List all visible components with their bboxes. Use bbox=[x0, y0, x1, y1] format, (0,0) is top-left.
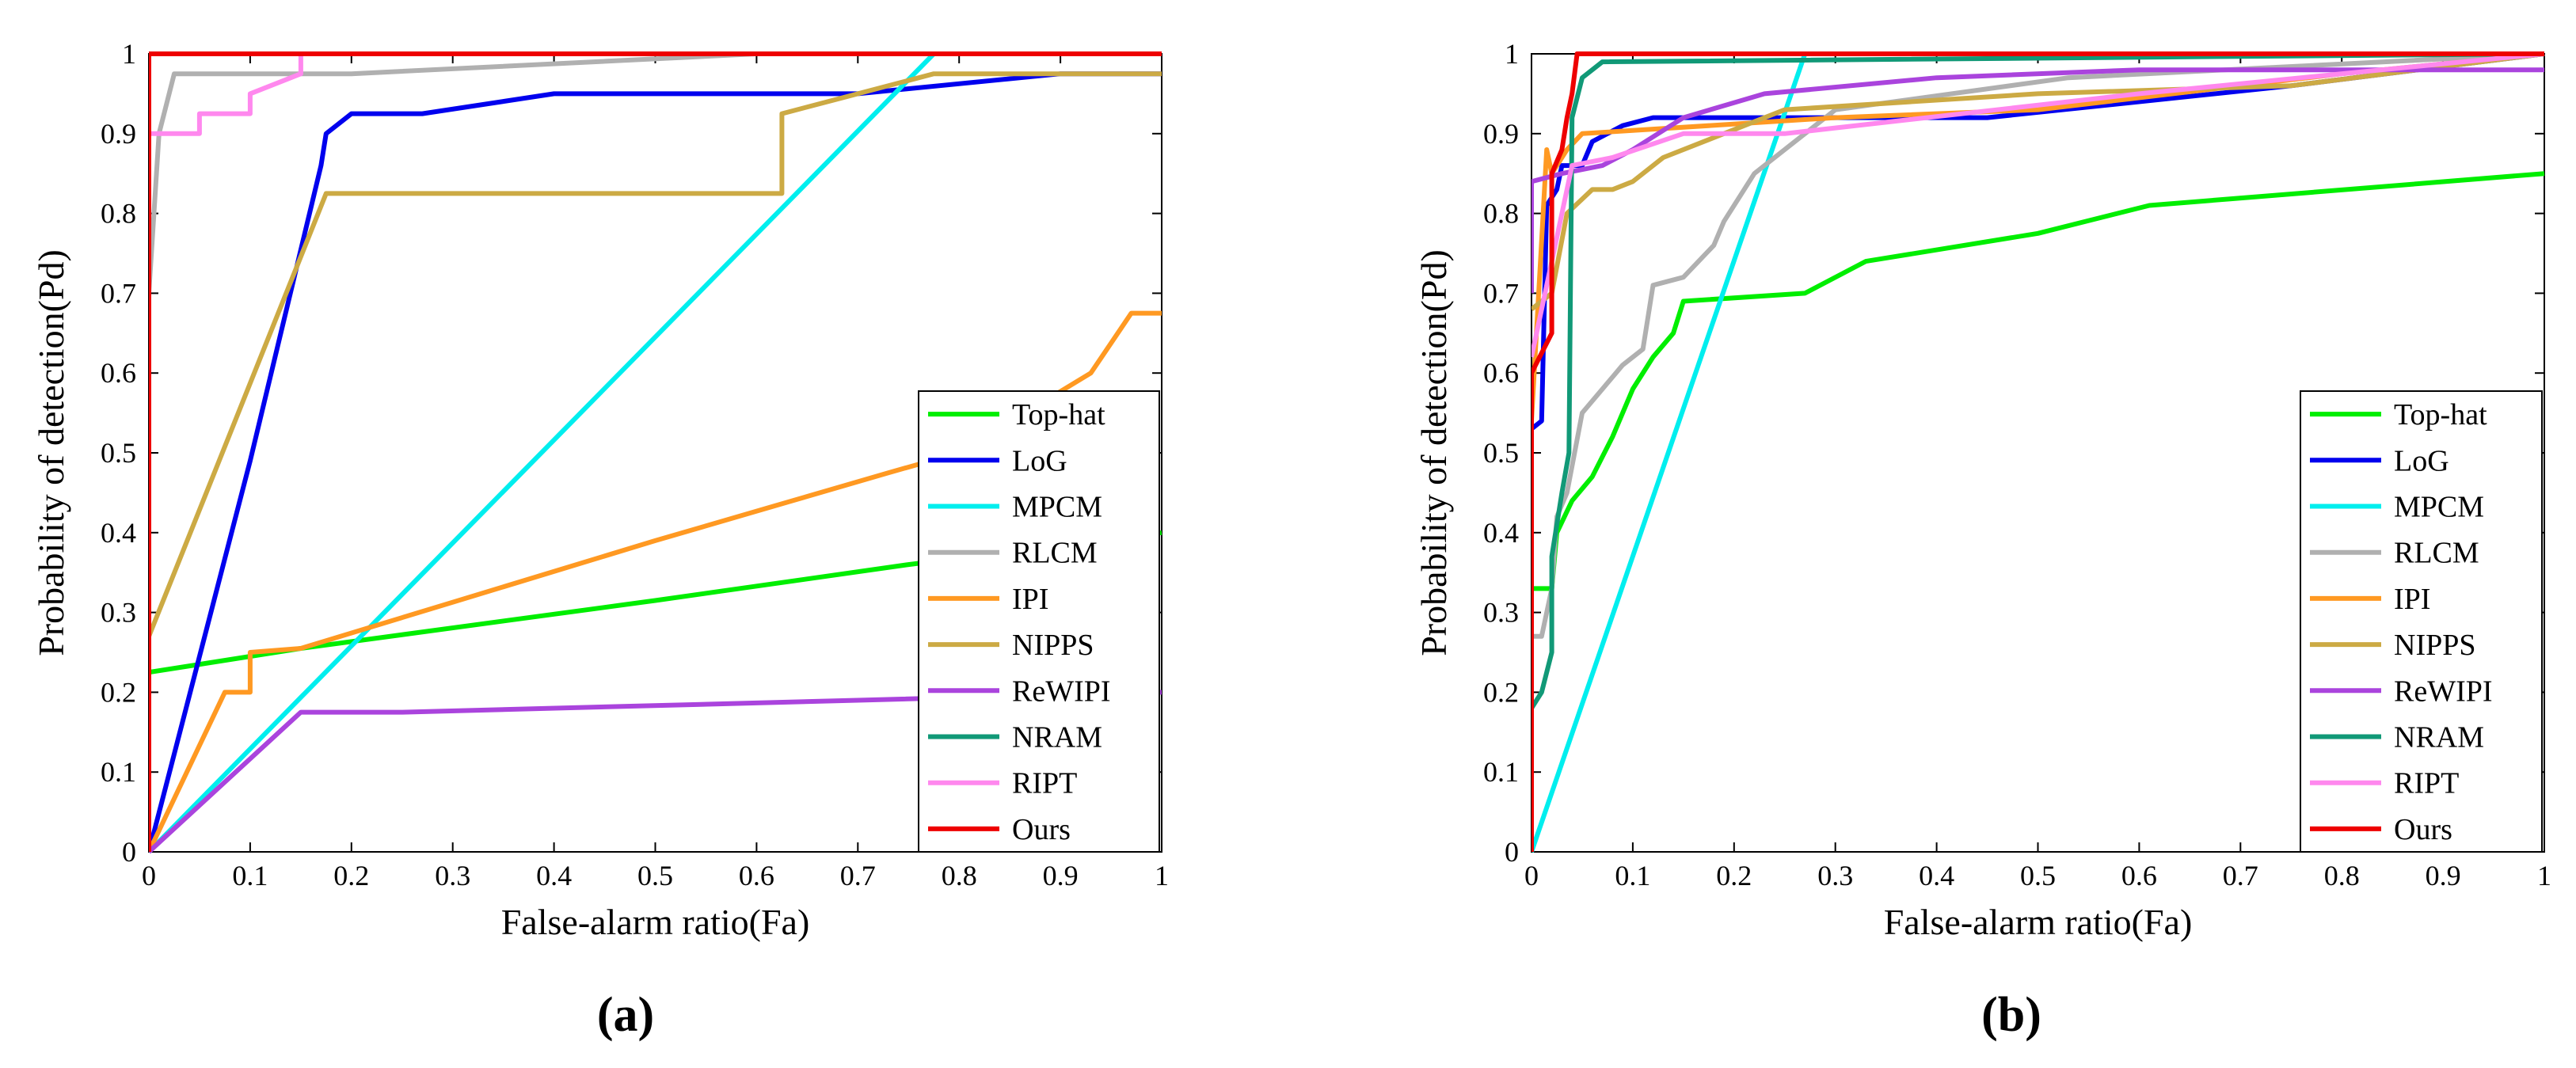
x-tick-label: 0.6 bbox=[739, 860, 774, 891]
legend-box bbox=[2300, 390, 2543, 853]
x-tick-label: 0.7 bbox=[2223, 860, 2258, 891]
x-tick-label: 1 bbox=[2537, 860, 2551, 891]
y-tick-label: 0.1 bbox=[1483, 756, 1519, 788]
x-tick-label: 0.4 bbox=[1919, 860, 1954, 891]
x-tick-label: 0.4 bbox=[536, 860, 572, 891]
x-axis-label: False-alarm ratio(Fa) bbox=[501, 902, 810, 942]
series-line-ours bbox=[149, 51, 1162, 852]
chart-panel-2: 0 0.1 0.2 0.3 0.4 0.5 0.6 0.7 0.8 0.9 1 0 0.1 0.2 0.3 0… bbox=[1414, 38, 2551, 1042]
series-line-rewipi bbox=[1532, 67, 2544, 294]
legend: Top-hat LoG MPCM RLCM IPI NIPPS ReWIPI NRAM RIPT… bbox=[918, 390, 1160, 853]
y-tick-label: 0.7 bbox=[1483, 277, 1519, 309]
x-axis-label: False-alarm ratio(Fa) bbox=[1884, 902, 2193, 942]
x-tick-label: 0.5 bbox=[2020, 860, 2056, 891]
y-tick-label: 1 bbox=[1505, 38, 1519, 70]
x-tick-label: 0.2 bbox=[1716, 860, 1752, 891]
panel-label: (a) bbox=[597, 988, 654, 1042]
y-tick-label: 0.5 bbox=[101, 437, 136, 469]
x-tick-label: 0.5 bbox=[637, 860, 673, 891]
series-line-nram bbox=[1532, 51, 2545, 710]
y-tick-label: 0.7 bbox=[101, 277, 136, 309]
legend-box bbox=[918, 390, 1160, 853]
y-tick-label: 0.9 bbox=[101, 118, 136, 150]
y-tick-label: 0.2 bbox=[101, 676, 136, 708]
x-tick-label: 1 bbox=[1155, 860, 1169, 891]
y-tick-label: 0.6 bbox=[101, 357, 136, 389]
x-tick-label: 0.7 bbox=[840, 860, 876, 891]
chart-panel-1: 0 0.1 0.2 0.3 0.4 0.5 0.6 0.7 0.8 0.9 1 0 0.1 0.2 0.3 0… bbox=[31, 38, 1169, 1042]
y-tick-label: 0 bbox=[122, 836, 136, 868]
x-tick-label: 0.3 bbox=[1817, 860, 1853, 891]
legend-entry-label: IPI bbox=[1012, 583, 1048, 616]
legend-entry-label: RIPT bbox=[1012, 767, 1077, 800]
panel-label: (b) bbox=[1981, 988, 2041, 1042]
y-tick-label: 0.6 bbox=[1483, 357, 1519, 389]
y-tick-label: 0.1 bbox=[101, 756, 136, 788]
series-line-ipi bbox=[149, 310, 1162, 853]
x-tick-label: 0.1 bbox=[1615, 860, 1650, 891]
legend-entry-label: RLCM bbox=[2394, 537, 2479, 570]
legend-entry-label: ReWIPI bbox=[1012, 675, 1111, 708]
y-tick-label: 0.4 bbox=[101, 517, 136, 549]
legend-entry-label: NRAM bbox=[2394, 721, 2484, 754]
legend-entry-label: NRAM bbox=[1012, 721, 1102, 754]
series-line-nipps bbox=[149, 71, 1162, 637]
legend-entry-label: Ours bbox=[2394, 813, 2452, 846]
series-line-top-hat bbox=[1532, 171, 2545, 591]
series-line-mpcm bbox=[1532, 53, 1808, 853]
x-tick-label: 0.3 bbox=[435, 860, 470, 891]
series-line-log bbox=[149, 71, 1162, 853]
legend-entry-label: LoG bbox=[2394, 444, 2449, 477]
series-lines bbox=[1532, 51, 2545, 853]
legend-entry-label: RLCM bbox=[1012, 537, 1098, 570]
legend-entry-label: LoG bbox=[1012, 444, 1067, 477]
legend: Top-hat LoG MPCM RLCM IPI NIPPS ReWIPI NRAM RIPT… bbox=[2300, 390, 2543, 853]
y-tick-label: 0.2 bbox=[1483, 676, 1519, 708]
legend-entry-label: RIPT bbox=[2394, 767, 2459, 800]
x-tick-label: 0.8 bbox=[942, 860, 977, 891]
series-line-log bbox=[1532, 51, 2545, 431]
legend-entry-label: MPCM bbox=[2394, 491, 2484, 524]
series-line-nipps bbox=[1532, 51, 2545, 311]
y-tick-label: 0 bbox=[1505, 836, 1519, 868]
series-line-ript bbox=[1532, 51, 2545, 358]
y-tick-label: 0.9 bbox=[1483, 118, 1519, 150]
x-tick-label: 0.1 bbox=[232, 860, 268, 891]
legend-entry-label: Top-hat bbox=[2394, 398, 2487, 431]
x-tick-label: 0.9 bbox=[1043, 860, 1079, 891]
y-tick-label: 0.3 bbox=[1483, 597, 1519, 629]
legend-entry-label: NIPPS bbox=[2394, 629, 2476, 662]
x-tick-label: 0.2 bbox=[333, 860, 369, 891]
x-tick-label: 0.6 bbox=[2121, 860, 2157, 891]
y-tick-label: 0.8 bbox=[1483, 198, 1519, 230]
y-axis-label: Probability of detection(Pd) bbox=[1414, 249, 1454, 656]
x-tick-label: 0.9 bbox=[2426, 860, 2461, 891]
y-tick-label: 1 bbox=[122, 38, 136, 70]
legend-entry-label: Ours bbox=[1012, 813, 1071, 846]
legend-entry-label: MPCM bbox=[1012, 491, 1102, 524]
x-tick-label: 0 bbox=[1524, 860, 1539, 891]
legend-entry-label: NIPPS bbox=[1012, 629, 1094, 662]
series-line-ript bbox=[149, 51, 352, 136]
x-tick-label: 0 bbox=[142, 860, 156, 891]
y-axis-label: Probability of detection(Pd) bbox=[31, 249, 71, 656]
series-line-mpcm bbox=[149, 51, 936, 854]
legend-entry-label: Top-hat bbox=[1012, 398, 1105, 431]
y-tick-label: 0.8 bbox=[101, 198, 136, 230]
series-line-ours bbox=[1532, 51, 2544, 852]
y-tick-label: 0.4 bbox=[1483, 517, 1519, 549]
legend-entry-label: ReWIPI bbox=[2394, 675, 2493, 708]
y-tick-label: 0.5 bbox=[1483, 437, 1519, 469]
y-tick-label: 0.3 bbox=[101, 597, 136, 629]
x-tick-label: 0.8 bbox=[2324, 860, 2360, 891]
legend-entry-label: IPI bbox=[2394, 583, 2430, 616]
